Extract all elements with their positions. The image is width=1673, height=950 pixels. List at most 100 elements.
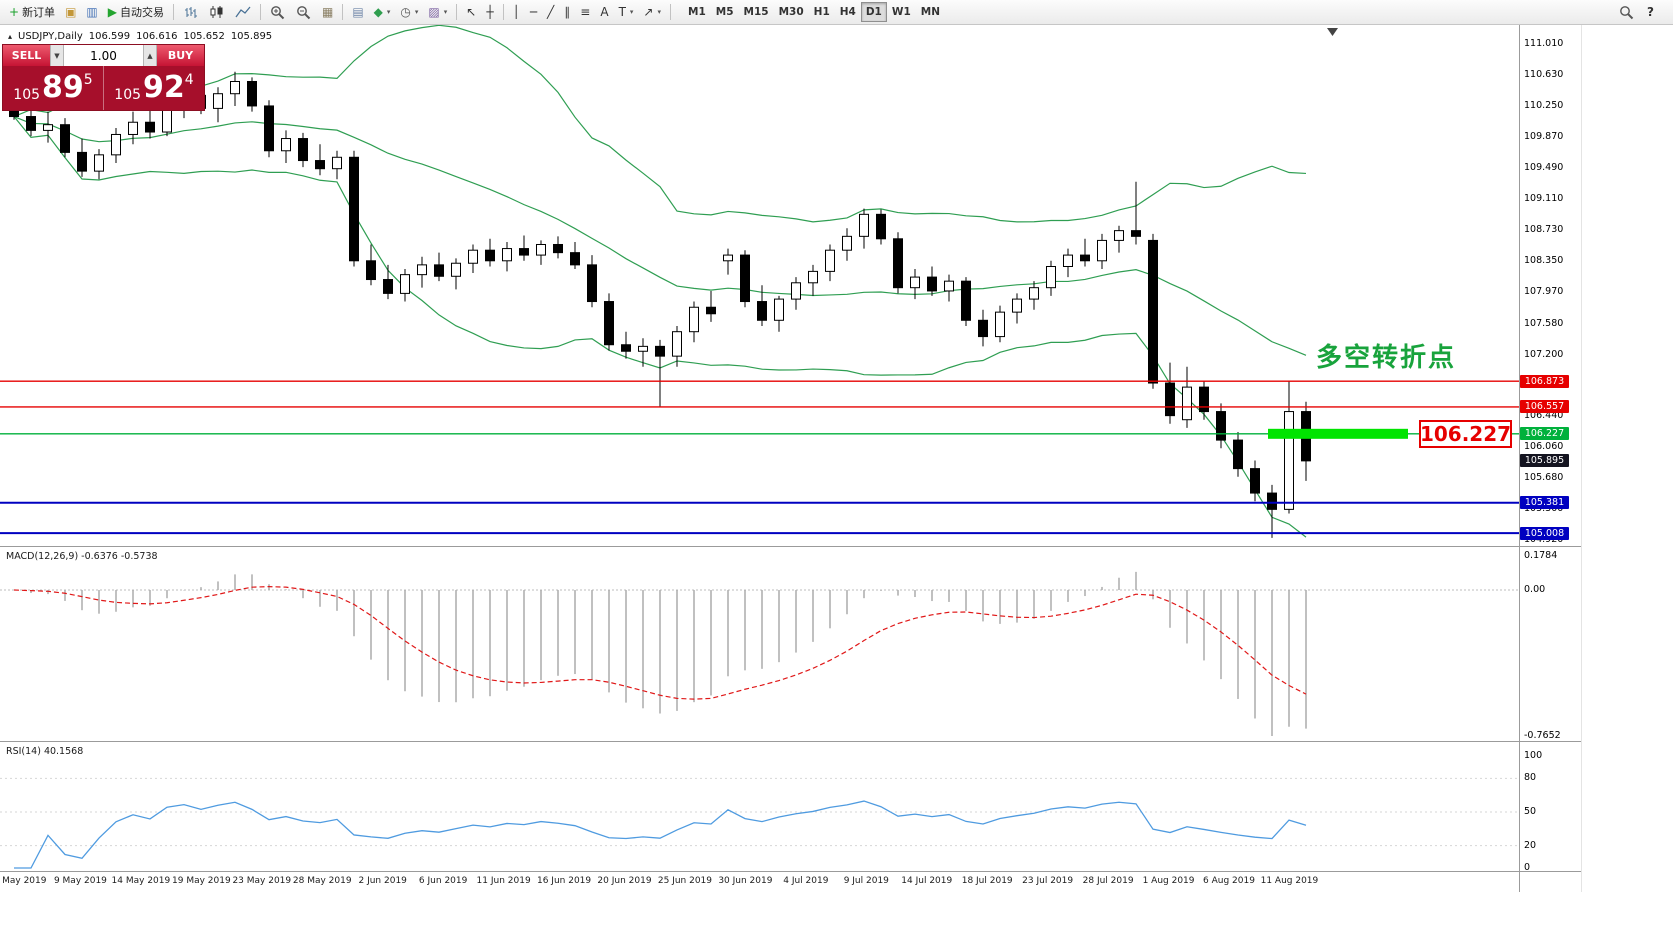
candles-group [9,71,1311,538]
timeframe-h1-button[interactable]: H1 [809,2,835,22]
periods-icon: ◷ [400,5,411,19]
sell-button[interactable]: SELL [3,45,50,66]
arrows-icon: ↗ [643,5,654,19]
macd-histogram [30,571,1307,736]
indicators-icon: ◆ [373,5,383,19]
horizontal-levels[interactable] [0,380,1519,535]
rsi-scale-tick: 100 [1524,750,1543,761]
horizontal-line-button[interactable]: ─ [525,2,542,23]
zoom-in-icon [271,5,285,19]
date-label: 18 Jul 2019 [961,876,1013,886]
timeframe-m1-button[interactable]: M1 [683,2,711,22]
highlight-bar[interactable] [1268,428,1408,439]
macd-svg[interactable] [0,547,1519,741]
date-label: 14 Jul 2019 [901,876,953,886]
autotrade-icon: ▶ [107,5,117,19]
volume-decrease-button[interactable]: ▼ [50,45,64,66]
price-scale-separator [1519,25,1520,892]
timeframe-w1-button[interactable]: W1 [887,2,916,22]
rsi-indicator-panel[interactable] [0,742,1519,871]
price-tick: 105.680 [1524,472,1564,484]
caret-down-icon: ▾ [386,8,391,16]
zoom-in-button[interactable] [265,2,291,23]
rsi-svg[interactable] [0,742,1519,871]
chart-window-button[interactable]: ▣ [60,2,81,23]
text-button[interactable]: A [595,2,613,23]
line-chart-button[interactable] [230,2,256,23]
macd-indicator-panel[interactable] [0,547,1519,741]
macd-scale-tick: 0.00 [1524,584,1546,596]
search-button[interactable] [1614,2,1640,23]
tile-windows-icon: ▤ [352,5,364,19]
annotation-text[interactable]: 多空转折点 [1316,343,1457,373]
panel-separator[interactable] [0,546,1581,547]
grid-button[interactable]: ▦ [317,2,338,23]
timeframe-m5-button[interactable]: M5 [711,2,739,22]
fibonacci-icon: ≡ [580,5,591,19]
periods-button[interactable]: ◷ ▾ [395,2,423,23]
bollinger-upper-band [13,25,1307,223]
timeframe-m15-button[interactable]: M15 [739,2,774,22]
window-edge-separator [1581,25,1582,892]
panel-separator[interactable] [0,741,1581,742]
search-icon [1620,5,1634,19]
bar-chart-button[interactable] [178,2,204,23]
level-price-badge: 105.381 [1520,496,1569,510]
chart-symbol-label: USDJPY,Daily [18,31,83,42]
candlestick-chart-button[interactable] [204,2,230,23]
volume-increase-button[interactable]: ▲ [143,45,157,66]
price-chart-panel[interactable] [0,25,1519,546]
date-label: 11 Jun 2019 [476,876,531,886]
toolbar-separator [172,4,174,20]
panel-separator [0,871,1581,872]
vertical-line-button[interactable]: │ [508,2,525,23]
fibonacci-button[interactable]: ≡ [575,2,595,23]
caret-down-icon: ▾ [443,8,448,16]
timeframe-mn-button[interactable]: MN [916,2,945,22]
crosshair-button[interactable]: ┼ [481,2,498,23]
ohlc-open: 106.599 [88,31,131,42]
cursor-button[interactable]: ↖ [461,2,481,23]
caret-down-icon: ▾ [414,8,419,16]
price-callout[interactable]: 106.227 [1419,420,1512,448]
indicators-button[interactable]: ◆ ▾ [369,2,396,23]
ohlc-low: 105.652 [183,31,225,42]
profiles-button[interactable]: ▥ [81,2,102,23]
templates-button[interactable]: ▨ ▾ [423,2,452,23]
autotrade-button[interactable]: ▶ 自动交易 [103,2,169,23]
timeframe-h4-button[interactable]: H4 [835,2,861,22]
trade-panel-toggle-icon[interactable]: ▴ [8,32,13,41]
chart-shift-marker[interactable] [1327,28,1338,36]
ask-price[interactable]: 105 92 4 [104,66,204,110]
text-label-icon: T [618,5,626,19]
date-label: 6 Jun 2019 [418,876,468,886]
arrows-button[interactable]: ↗ ▾ [638,2,666,23]
timeframe-m30-button[interactable]: M30 [774,2,809,22]
volume-input[interactable] [64,45,143,66]
toolbar-right-group: ? [1614,2,1659,23]
ask-big-figure: 92 [143,70,185,105]
ohlc-close: 105.895 [230,31,273,42]
price-tick: 104.920 [1524,534,1564,546]
price-divider [103,66,104,110]
horizontal-line-icon: ─ [529,5,538,19]
help-button[interactable]: ? [1642,2,1659,23]
tile-windows-button[interactable]: ▤ [347,2,368,23]
bid-price[interactable]: 105 89 5 [3,66,103,110]
text-label-button[interactable]: T ▾ [614,2,639,23]
date-label: 23 May 2019 [232,876,292,886]
price-tick: 107.580 [1524,317,1564,329]
new-order-button[interactable]: + 新订单 [4,2,60,23]
trendline-button[interactable]: ╱ [542,2,559,23]
equidistant-channel-button[interactable]: ∥ [559,2,575,23]
timeframe-d1-button[interactable]: D1 [860,2,887,22]
main-chart-svg[interactable] [0,25,1519,546]
price-tick: 108.730 [1524,223,1564,235]
date-label: 6 Aug 2019 [1203,876,1255,886]
buy-button[interactable]: BUY [157,45,204,66]
macd-label: MACD(12,26,9) -0.6376 -0.5738 [6,551,158,562]
level-price-badge: 105.008 [1520,526,1569,540]
bid-pip-digit: 5 [83,72,93,88]
zoom-out-button[interactable] [291,2,317,23]
